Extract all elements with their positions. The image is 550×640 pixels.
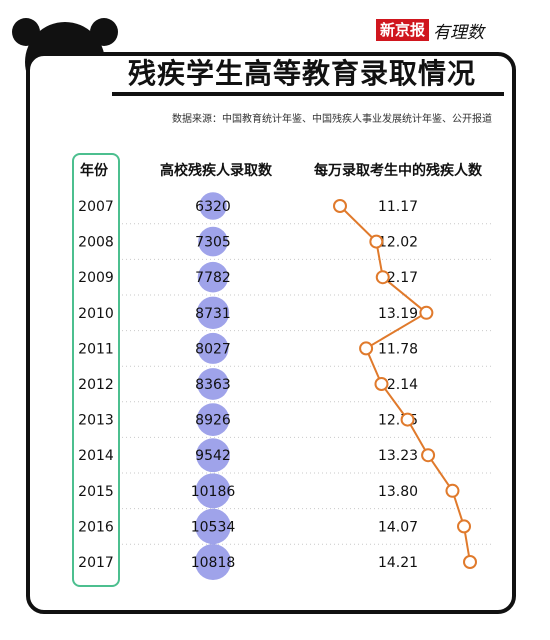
admitted-value-label: 9542 <box>195 448 231 464</box>
column-header-admitted: 高校残疾人录取数 <box>160 163 272 179</box>
page-title: 残疾学生高等教育录取情况 <box>128 57 477 90</box>
per-10k-point <box>463 555 477 569</box>
per-10k-point <box>421 448 436 463</box>
data-source: 数据来源：中国教育统计年鉴、中国残疾人事业发展统计年鉴、公开报道 <box>172 114 492 125</box>
brand-column: 有理数 <box>433 22 485 43</box>
admitted-bubble <box>195 508 231 545</box>
per-10k-value-label: 12.02 <box>378 235 418 251</box>
admitted-value-label: 8363 <box>195 377 231 393</box>
per-10k-point <box>457 519 472 534</box>
per-10k-point <box>374 377 389 391</box>
year-column-box <box>72 153 120 587</box>
year-label: 2014 <box>78 448 114 464</box>
admitted-value-label: 10818 <box>191 555 236 571</box>
admitted-bubble <box>197 261 229 293</box>
admitted-value-label: 7782 <box>195 270 231 286</box>
admitted-value-label: 10186 <box>191 484 236 500</box>
admitted-bubble <box>199 192 227 220</box>
year-label: 2015 <box>78 484 114 500</box>
title-underline <box>112 92 504 96</box>
per-10k-value-label: 12.14 <box>378 377 418 393</box>
admitted-value-label: 10534 <box>191 519 236 535</box>
brand-name: 新京报 <box>376 19 430 41</box>
admitted-value-label: 6320 <box>195 199 231 215</box>
admitted-value-label: 8731 <box>195 306 231 322</box>
per-10k-point <box>369 234 384 249</box>
year-label: 2008 <box>78 235 114 251</box>
per-10k-value-label: 13.19 <box>378 306 418 322</box>
per-10k-value-label: 11.17 <box>378 199 418 215</box>
admitted-bubble <box>198 226 228 257</box>
admitted-bubble <box>195 473 231 509</box>
admitted-bubble <box>196 296 230 329</box>
per-10k-value-label: 13.80 <box>378 484 418 500</box>
per-10k-point <box>359 341 374 356</box>
per-10k-value-label: 11.78 <box>378 341 418 357</box>
admitted-bubble <box>197 332 229 364</box>
per-10k-value-label: 13.23 <box>378 448 418 464</box>
year-label: 2013 <box>78 413 114 429</box>
year-label: 2011 <box>78 341 114 357</box>
admitted-value-label: 8027 <box>195 341 231 357</box>
year-label: 2012 <box>78 377 114 393</box>
per-10k-point <box>400 412 415 427</box>
admitted-bubble <box>196 438 230 473</box>
per-10k-point <box>333 199 347 213</box>
year-label: 2016 <box>78 519 114 535</box>
admitted-bubble <box>196 403 230 436</box>
year-label: 2010 <box>78 306 114 322</box>
column-header-year: 年份 <box>80 163 108 179</box>
year-label: 2009 <box>78 270 114 286</box>
chart-frame <box>26 52 516 614</box>
year-label: 2017 <box>78 555 114 571</box>
per-10k-value-label: 14.21 <box>378 555 418 571</box>
per-10k-point <box>419 305 434 320</box>
brand-logo: 新京报 有理数 <box>376 18 485 43</box>
per-10k-point <box>375 270 390 285</box>
per-10k-point <box>445 483 460 498</box>
admitted-value-label: 8926 <box>195 413 231 429</box>
per-10k-value-label: 14.07 <box>378 519 418 535</box>
admitted-bubble <box>197 368 229 400</box>
column-header-per-10k: 每万录取考生中的残疾人数 <box>314 163 482 179</box>
year-label: 2007 <box>78 199 114 215</box>
admitted-value-label: 7305 <box>195 235 231 251</box>
admitted-bubble <box>195 544 231 580</box>
